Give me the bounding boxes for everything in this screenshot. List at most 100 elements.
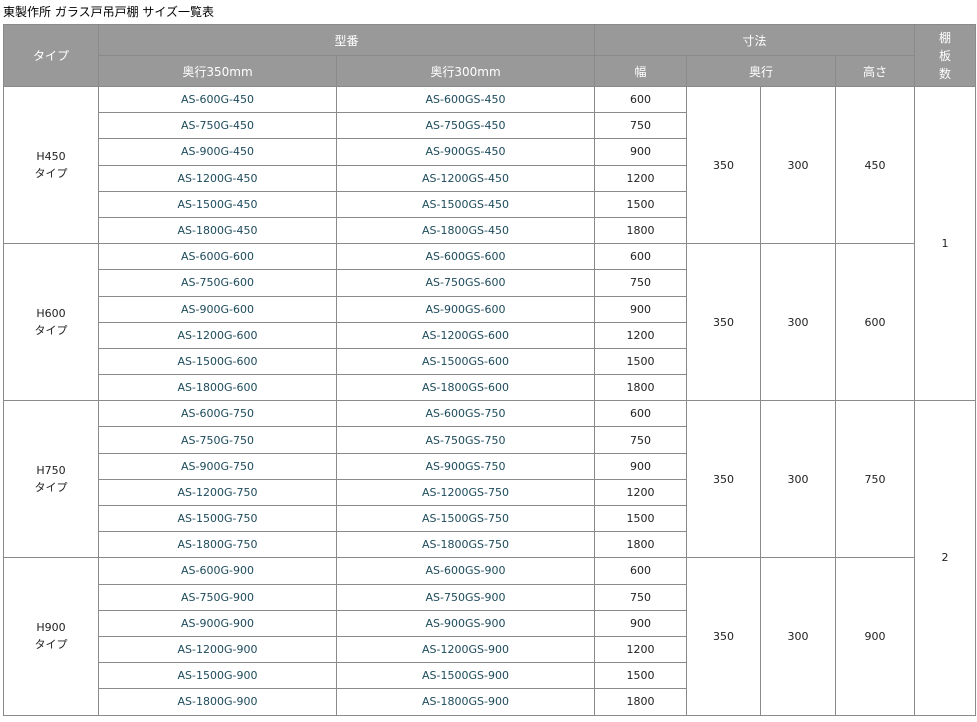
model-cell-350: AS-600G-900 [98,557,337,585]
model-cell-350: AS-750G-450 [98,112,337,140]
model-link[interactable]: AS-900G-600 [181,302,254,316]
model-link[interactable]: AS-1200G-900 [177,643,258,657]
model-link[interactable]: AS-1800G-600 [177,381,258,395]
type-cell: H900 タイプ [3,557,99,716]
model-link[interactable]: AS-600GS-450 [425,93,506,107]
model-link[interactable]: AS-750G-900 [181,590,254,604]
model-cell-300: AS-750GS-600 [335,269,596,297]
width-cell: 900 [594,295,688,323]
model-link[interactable]: AS-900G-750 [181,459,254,473]
model-cell-300: AS-1500GS-600 [335,347,596,376]
model-link[interactable]: AS-900G-450 [181,145,254,159]
width-cell: 1200 [594,164,688,192]
model-link[interactable]: AS-750GS-600 [425,276,506,290]
model-cell-350: AS-1800G-450 [98,216,337,245]
model-cell-300: AS-600GS-600 [335,243,596,271]
size-table: タイプ 型番 寸法 棚 板 数 奥行350mm 奥行300mm 幅 奥行 高さ … [3,24,977,716]
model-cell-300: AS-1200GS-750 [335,478,596,507]
width-cell: 1500 [594,190,688,218]
model-link[interactable]: AS-1200GS-450 [422,171,509,185]
model-link[interactable]: AS-1200GS-750 [422,485,509,499]
model-link[interactable]: AS-750G-750 [181,433,254,447]
model-cell-300: AS-1500GS-750 [335,504,596,533]
width-cell: 750 [594,583,688,611]
model-link[interactable]: AS-900G-900 [181,616,254,630]
width-cell: 1800 [594,216,688,245]
shelf-count-cell: 1 [914,85,977,402]
page-title: 東製作所 ガラス戸吊戸棚 サイズ一覧表 [3,5,215,19]
model-link[interactable]: AS-600G-450 [181,93,254,107]
width-cell: 900 [594,138,688,166]
model-link[interactable]: AS-1800GS-450 [422,224,509,238]
width-cell: 1200 [594,321,688,349]
width-cell: 600 [594,557,688,585]
depth-350-cell: 350 [686,557,762,716]
model-link[interactable]: AS-1800GS-600 [422,381,509,395]
height-cell: 900 [835,557,916,716]
model-link[interactable]: AS-1200GS-600 [422,328,509,342]
model-link[interactable]: AS-750GS-450 [425,119,506,133]
width-cell: 1200 [594,478,688,507]
table-row: AS-900G-600 AS-900GS-600 900 [4,295,976,323]
model-link[interactable]: AS-900GS-750 [425,459,506,473]
model-cell-350: AS-1200G-750 [98,478,337,507]
shelf-count-cell: 2 [914,400,977,716]
depth-300-cell: 300 [760,243,837,402]
model-link[interactable]: AS-1200G-600 [177,328,258,342]
model-cell-300: AS-600GS-900 [335,557,596,585]
model-link[interactable]: AS-600G-750 [181,407,254,421]
model-link[interactable]: AS-1500G-900 [177,669,258,683]
table-row: AS-1800G-750 AS-1800GS-750 1800 [4,531,976,559]
model-link[interactable]: AS-1500GS-450 [422,197,509,211]
header-height: 高さ [835,55,916,87]
table-row: AS-1200G-900 AS-1200GS-900 1200 [4,635,976,664]
table-row: AS-750G-600 AS-750GS-600 750 [4,269,976,297]
model-link[interactable]: AS-750G-450 [181,119,254,133]
model-link[interactable]: AS-600GS-900 [425,564,506,578]
model-link[interactable]: AS-1500G-600 [177,354,258,368]
model-link[interactable]: AS-1500G-450 [177,197,258,211]
model-cell-350: AS-900G-900 [98,609,337,637]
table-row: AS-1200G-450 AS-1200GS-450 1200 [4,164,976,192]
model-link[interactable]: AS-900GS-900 [425,616,506,630]
model-link[interactable]: AS-750GS-900 [425,590,506,604]
type-cell: H450 タイプ [3,85,99,245]
model-link[interactable]: AS-1800GS-900 [422,695,509,709]
model-cell-350: AS-750G-600 [98,269,337,297]
model-cell-350: AS-1200G-900 [98,635,337,664]
model-link[interactable]: AS-600GS-750 [425,407,506,421]
model-link[interactable]: AS-600G-900 [181,564,254,578]
model-link[interactable]: AS-900GS-600 [425,302,506,316]
model-link[interactable]: AS-1800G-750 [177,538,258,552]
model-link[interactable]: AS-1500G-750 [177,512,258,526]
model-link[interactable]: AS-900GS-450 [425,145,506,159]
model-cell-350: AS-1200G-450 [98,164,337,192]
model-cell-350: AS-600G-450 [98,85,337,114]
width-cell: 900 [594,609,688,637]
model-link[interactable]: AS-1200GS-900 [422,643,509,657]
table-row: AS-1500G-600 AS-1500GS-600 1500 [4,347,976,376]
model-link[interactable]: AS-750G-600 [181,276,254,290]
model-link[interactable]: AS-600GS-600 [425,250,506,264]
model-cell-300: AS-900GS-600 [335,295,596,323]
model-link[interactable]: AS-1800GS-750 [422,538,509,552]
height-cell: 750 [835,400,916,559]
header-depth: 奥行 [686,55,837,87]
model-link[interactable]: AS-1500GS-600 [422,354,509,368]
model-link[interactable]: AS-1800G-900 [177,695,258,709]
model-link[interactable]: AS-750GS-750 [425,433,506,447]
model-cell-350: AS-1500G-600 [98,347,337,376]
model-link[interactable]: AS-1200G-750 [177,485,258,499]
header-model-300: 奥行300mm [335,55,596,87]
table-row: AS-750G-450 AS-750GS-450 750 [4,112,976,140]
table-row: AS-900G-450 AS-900GS-450 900 [4,138,976,166]
model-cell-350: AS-1200G-600 [98,321,337,349]
model-link[interactable]: AS-600G-600 [181,250,254,264]
depth-350-cell: 350 [686,243,762,402]
model-link[interactable]: AS-1800G-450 [177,224,258,238]
model-link[interactable]: AS-1500GS-900 [422,669,509,683]
model-link[interactable]: AS-1500GS-750 [422,512,509,526]
height-cell: 450 [835,85,916,245]
model-link[interactable]: AS-1200G-450 [177,171,258,185]
width-cell: 1800 [594,374,688,402]
